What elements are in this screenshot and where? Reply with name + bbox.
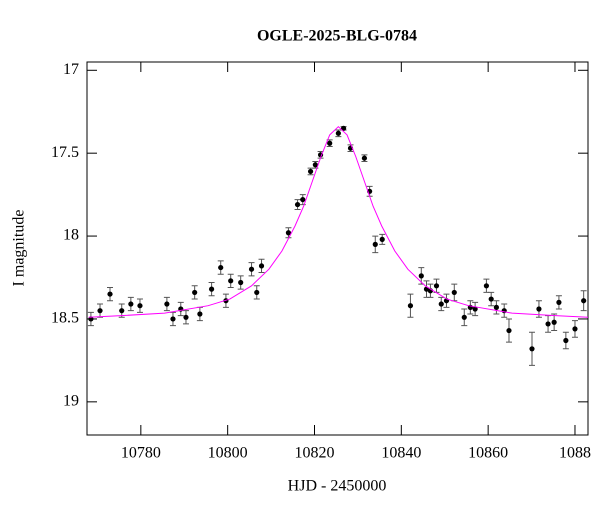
data-point bbox=[208, 286, 215, 292]
data-point bbox=[258, 263, 265, 269]
data-point bbox=[238, 279, 244, 286]
data-point bbox=[107, 291, 113, 297]
data-point bbox=[483, 283, 490, 289]
data-point bbox=[418, 273, 424, 279]
data-point bbox=[536, 306, 542, 312]
data-point bbox=[551, 319, 557, 325]
data-point bbox=[581, 298, 587, 304]
data-point bbox=[170, 316, 176, 322]
data-point bbox=[335, 130, 341, 136]
data-point bbox=[556, 299, 562, 305]
data-point bbox=[451, 289, 457, 296]
data-point bbox=[254, 289, 260, 296]
data-point bbox=[461, 314, 467, 320]
data-point bbox=[300, 196, 306, 203]
data-point bbox=[294, 201, 301, 208]
data-point bbox=[327, 140, 333, 146]
chart-title: OGLE-2025-BLG-0784 bbox=[257, 28, 417, 45]
data-point bbox=[218, 264, 224, 271]
x-tick-label: 1088 bbox=[559, 445, 591, 462]
data-point bbox=[438, 301, 444, 307]
data-point bbox=[307, 168, 314, 175]
y-tick-label: 18 bbox=[63, 227, 79, 244]
data-point bbox=[361, 155, 368, 161]
y-tick-label: 19 bbox=[63, 393, 79, 410]
data-point bbox=[228, 278, 234, 284]
data-point bbox=[488, 296, 494, 302]
data-point bbox=[506, 327, 512, 334]
x-tick-label: 10860 bbox=[468, 445, 508, 462]
data-point bbox=[529, 346, 535, 352]
data-point bbox=[472, 306, 478, 312]
data-point bbox=[128, 301, 134, 307]
data-point bbox=[164, 301, 170, 307]
x-tick-label: 10820 bbox=[294, 445, 334, 462]
data-point bbox=[563, 337, 569, 344]
model-curve bbox=[88, 125, 588, 318]
data-point bbox=[572, 326, 578, 332]
data-point bbox=[407, 303, 414, 309]
data-point bbox=[197, 311, 203, 317]
y-axis-label: I magnitude bbox=[11, 210, 28, 287]
x-tick-label: 10800 bbox=[208, 445, 248, 462]
data-point bbox=[340, 125, 347, 131]
data-point bbox=[433, 283, 440, 289]
data-point bbox=[372, 241, 378, 247]
data-point bbox=[137, 303, 143, 309]
data-point bbox=[97, 308, 103, 314]
y-tick-label: 17 bbox=[63, 61, 79, 78]
data-point bbox=[545, 321, 551, 327]
plot-area bbox=[87, 125, 588, 366]
data-point bbox=[248, 266, 255, 272]
y-tick-label: 17.5 bbox=[51, 144, 79, 161]
data-point bbox=[119, 308, 125, 314]
plot-frame bbox=[86, 61, 589, 436]
x-tick-label: 10780 bbox=[121, 445, 161, 462]
data-point bbox=[493, 304, 499, 310]
data-point bbox=[312, 162, 318, 168]
data-point bbox=[285, 230, 292, 236]
y-tick-label: 18.5 bbox=[51, 310, 79, 327]
data-point bbox=[379, 236, 385, 242]
data-point bbox=[183, 314, 189, 320]
x-tick-label: 10840 bbox=[381, 445, 421, 462]
x-axis-label: HJD - 2450000 bbox=[288, 478, 387, 495]
data-point bbox=[192, 289, 198, 296]
